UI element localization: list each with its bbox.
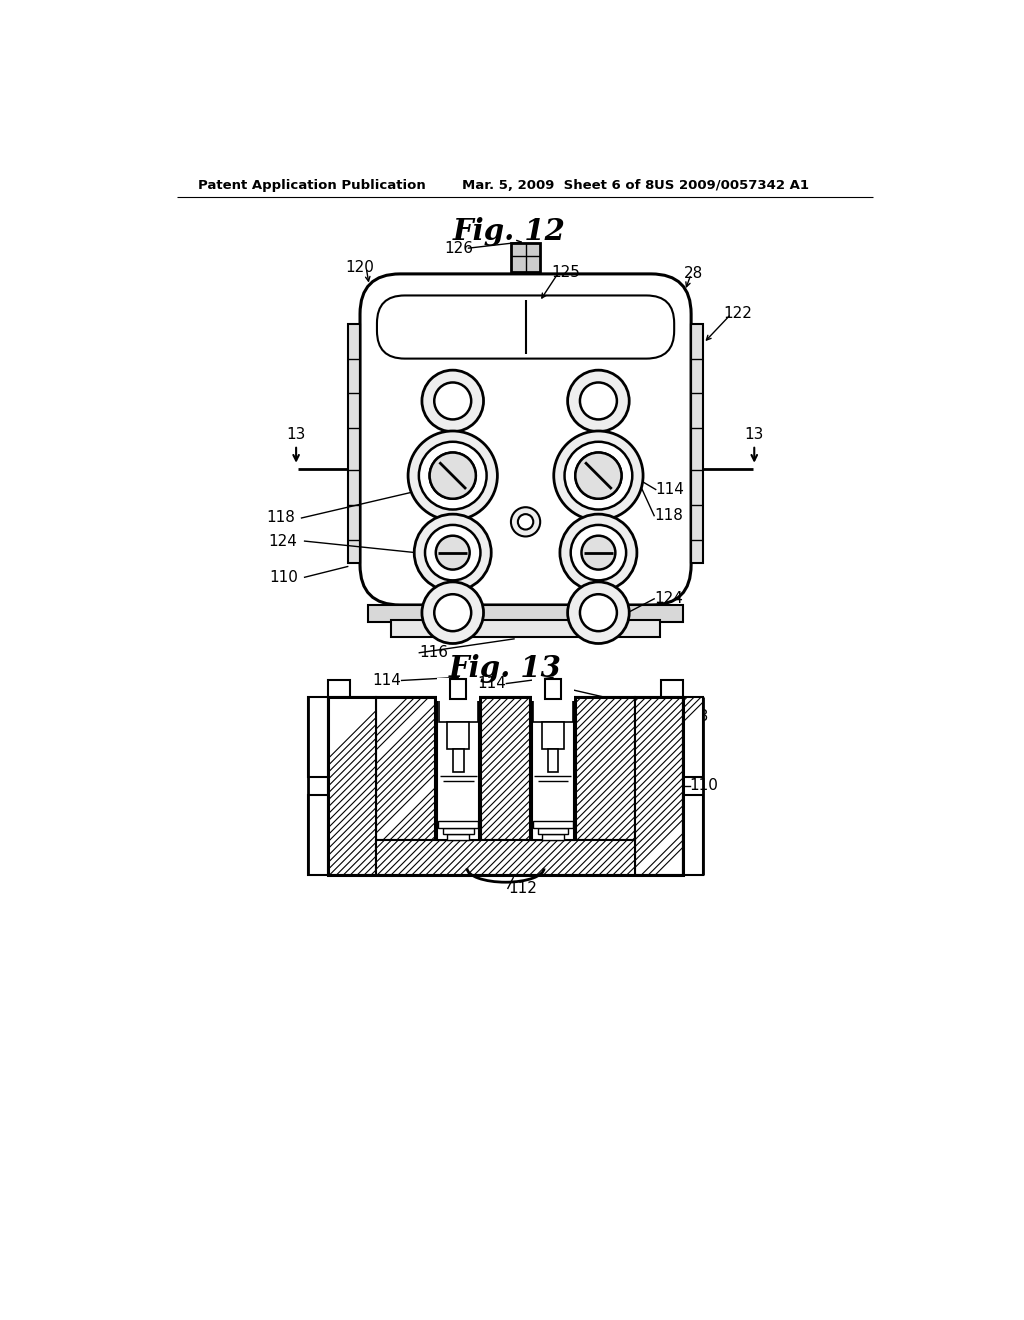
Text: 114: 114 xyxy=(655,482,685,498)
Circle shape xyxy=(575,453,622,499)
Text: 122: 122 xyxy=(724,306,753,322)
Bar xyxy=(329,697,683,875)
Bar xyxy=(437,697,479,840)
Bar xyxy=(662,681,683,697)
Bar xyxy=(545,678,560,700)
Bar xyxy=(532,821,572,828)
Bar xyxy=(635,697,683,875)
Circle shape xyxy=(434,594,471,631)
Circle shape xyxy=(434,383,471,420)
Text: 124: 124 xyxy=(654,591,683,606)
Text: 118: 118 xyxy=(654,508,683,523)
Circle shape xyxy=(580,594,616,631)
Bar xyxy=(329,697,376,875)
Bar xyxy=(438,701,478,722)
Bar xyxy=(368,605,683,622)
Bar xyxy=(437,678,479,701)
Text: 112: 112 xyxy=(508,880,537,896)
Bar xyxy=(531,697,574,840)
Circle shape xyxy=(567,370,629,432)
Text: 126: 126 xyxy=(444,242,473,256)
Bar xyxy=(575,697,635,840)
Bar xyxy=(376,697,635,840)
Text: 114: 114 xyxy=(373,673,401,688)
Bar xyxy=(308,697,329,777)
Bar xyxy=(329,697,376,875)
Text: US 2009/0057342 A1: US 2009/0057342 A1 xyxy=(654,178,809,191)
Bar xyxy=(481,697,530,840)
Bar xyxy=(538,828,568,834)
Circle shape xyxy=(582,536,615,570)
Circle shape xyxy=(560,515,637,591)
Circle shape xyxy=(580,383,616,420)
Bar xyxy=(447,722,469,748)
Circle shape xyxy=(570,525,626,581)
Circle shape xyxy=(430,453,476,499)
Text: 28: 28 xyxy=(683,267,702,281)
Text: 116: 116 xyxy=(419,645,449,660)
Bar xyxy=(542,834,563,840)
Text: 28: 28 xyxy=(689,709,709,725)
Circle shape xyxy=(422,370,483,432)
Bar xyxy=(548,748,558,772)
Bar xyxy=(376,840,635,875)
Bar xyxy=(376,697,435,840)
Bar xyxy=(376,840,635,875)
Bar xyxy=(542,722,563,748)
Bar xyxy=(531,678,574,701)
Bar xyxy=(451,678,466,700)
Text: Fig. 12: Fig. 12 xyxy=(453,216,566,246)
Circle shape xyxy=(564,442,632,510)
Text: 118: 118 xyxy=(266,511,295,525)
Circle shape xyxy=(430,453,476,499)
Bar xyxy=(438,821,478,828)
Text: 110: 110 xyxy=(269,570,298,585)
Bar xyxy=(308,697,329,777)
Bar xyxy=(683,697,702,777)
Circle shape xyxy=(422,582,483,644)
Circle shape xyxy=(567,582,629,644)
Bar xyxy=(447,834,469,840)
FancyBboxPatch shape xyxy=(360,275,691,605)
Circle shape xyxy=(518,515,534,529)
Circle shape xyxy=(409,432,498,520)
Bar xyxy=(534,701,572,722)
Bar xyxy=(683,697,702,777)
Bar xyxy=(376,697,435,840)
Text: 114: 114 xyxy=(477,676,506,692)
FancyBboxPatch shape xyxy=(377,296,674,359)
Circle shape xyxy=(511,507,541,536)
Bar xyxy=(575,697,635,840)
Circle shape xyxy=(575,453,622,499)
Bar xyxy=(683,795,702,875)
Bar xyxy=(391,620,660,638)
Text: 120: 120 xyxy=(345,260,374,276)
Circle shape xyxy=(436,536,470,570)
Bar xyxy=(442,828,473,834)
Text: 124: 124 xyxy=(268,533,297,549)
Text: Patent Application Publication: Patent Application Publication xyxy=(199,178,426,191)
Text: Mar. 5, 2009  Sheet 6 of 8: Mar. 5, 2009 Sheet 6 of 8 xyxy=(462,178,654,191)
Bar xyxy=(635,697,683,875)
Bar xyxy=(329,681,350,697)
Bar xyxy=(481,697,530,840)
Bar xyxy=(691,323,703,562)
Bar xyxy=(511,243,541,272)
Bar xyxy=(308,795,329,875)
Bar xyxy=(683,795,702,875)
Bar xyxy=(308,795,329,875)
Text: Fig. 13: Fig. 13 xyxy=(450,653,562,682)
Circle shape xyxy=(425,525,480,581)
Circle shape xyxy=(419,442,486,510)
Text: 13: 13 xyxy=(287,428,306,442)
Circle shape xyxy=(415,515,492,591)
Bar xyxy=(348,323,360,562)
Circle shape xyxy=(554,432,643,520)
Bar xyxy=(453,748,464,772)
Text: 110: 110 xyxy=(689,779,719,793)
Text: 13: 13 xyxy=(744,428,764,442)
Text: 125: 125 xyxy=(551,265,580,280)
